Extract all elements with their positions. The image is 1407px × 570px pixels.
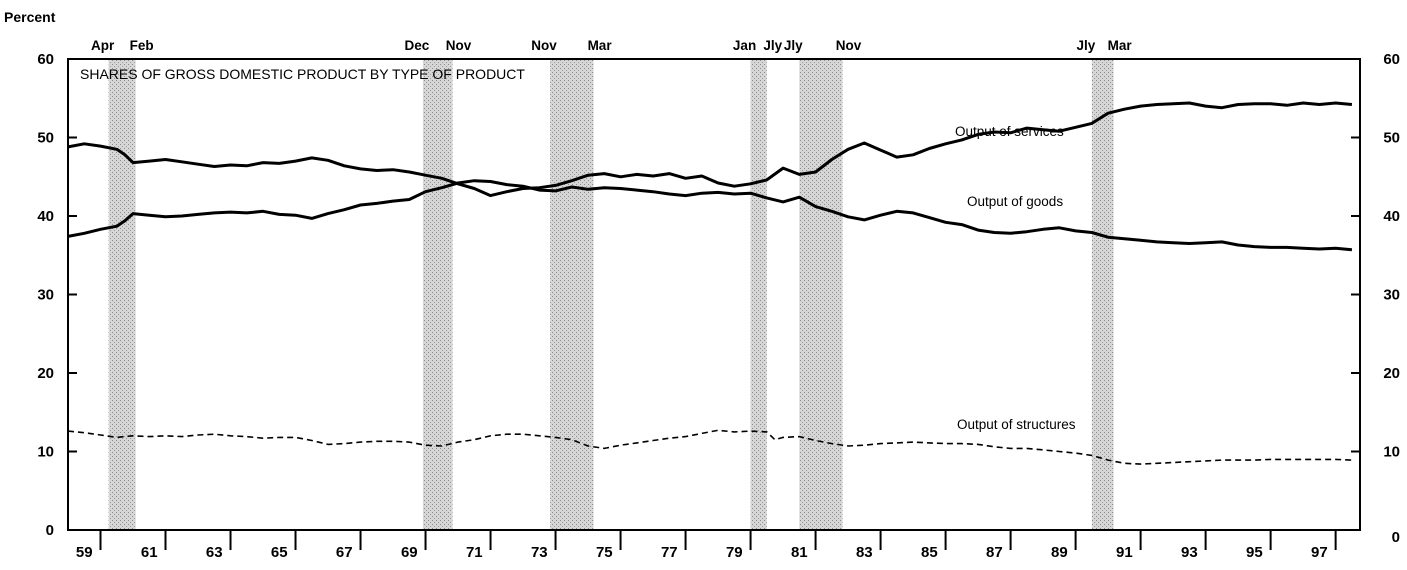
y-tick-label-left: 50	[37, 130, 54, 147]
recession-band	[550, 59, 594, 530]
x-tick-label: 97	[1311, 544, 1328, 561]
y-tick-label-left: 10	[37, 444, 54, 461]
x-tick-label: 85	[921, 544, 938, 561]
chart-title: SHARES OF GROSS DOMESTIC PRODUCT BY TYPE…	[80, 66, 525, 82]
recession-band	[422, 59, 453, 530]
right-y-axis: 0 10 20 30 40 50 60	[1351, 51, 1400, 546]
recession-end-label: Feb	[130, 38, 154, 53]
recession-start-label: Dec	[405, 38, 430, 53]
recession-labels: Apr Feb Dec Nov Nov Mar Jan Jly Jly Nov Jly Mar	[91, 38, 1132, 53]
goods-line	[67, 179, 1353, 252]
x-tick-label: 69	[401, 544, 418, 561]
y-axis-title: Percent	[4, 9, 56, 25]
x-tick-label: 89	[1051, 544, 1068, 561]
y-tick-label-left: 60	[37, 51, 54, 68]
recession-end-label: Mar	[588, 38, 613, 53]
x-tick-label: 83	[856, 544, 873, 561]
y-tick-label-right: 40	[1383, 208, 1400, 225]
x-tick-label: 93	[1181, 544, 1198, 561]
series-label-goods: Output of goods	[967, 194, 1063, 209]
structures-line	[67, 429, 1352, 465]
y-tick-label-left: 20	[37, 365, 54, 382]
y-tick-label-right: 20	[1383, 365, 1400, 382]
services-line	[67, 101, 1353, 198]
recession-start-label: Jan	[733, 38, 756, 53]
left-y-axis: 0 10 20 30 40 50 60	[37, 51, 77, 539]
recession-end-label: Mar	[1108, 38, 1133, 53]
recession-band	[1091, 59, 1114, 530]
recession-band	[108, 59, 136, 530]
x-tick-label: 77	[661, 544, 678, 561]
recession-start-label: Nov	[531, 38, 557, 53]
y-tick-label-right: 0	[1392, 529, 1400, 546]
x-tick-label: 71	[466, 544, 483, 561]
x-tick-label: 63	[206, 544, 223, 561]
y-tick-label-left: 40	[37, 208, 54, 225]
y-tick-label-right: 60	[1383, 51, 1400, 68]
x-tick-label: 75	[596, 544, 613, 561]
plot-frame	[67, 58, 1361, 531]
recession-start-label: Apr	[91, 38, 115, 53]
x-tick-label: 73	[531, 544, 548, 561]
x-axis: 59 61 63 65 67 69 71 73 75 77 79 81 83 85 87 89 91 93 95 97	[76, 530, 1337, 561]
series-label-services: Output of services	[955, 124, 1064, 139]
x-tick-label: 59	[76, 544, 93, 561]
x-tick-label: 95	[1246, 544, 1263, 561]
x-tick-label: 61	[141, 544, 158, 561]
x-tick-label: 87	[986, 544, 1003, 561]
recession-end-label: Jly	[763, 38, 782, 53]
x-tick-label: 91	[1116, 544, 1133, 561]
recession-start-label: Jly	[1076, 38, 1095, 53]
y-tick-label-right: 10	[1383, 444, 1400, 461]
x-tick-label: 81	[791, 544, 808, 561]
series-label-structures: Output of structures	[957, 417, 1076, 432]
y-tick-label-right: 30	[1383, 287, 1400, 304]
recession-start-label: Jly	[784, 38, 803, 53]
recession-band	[799, 59, 843, 530]
series-lines	[67, 101, 1353, 465]
x-tick-label: 65	[271, 544, 288, 561]
recession-band	[750, 59, 767, 530]
x-tick-label: 67	[336, 544, 353, 561]
recession-shading	[108, 59, 1114, 530]
x-tick-label: 79	[726, 544, 743, 561]
y-tick-label-left: 30	[37, 287, 54, 304]
y-tick-label-left: 0	[46, 522, 54, 539]
recession-end-label: Nov	[446, 38, 472, 53]
recession-end-label: Nov	[836, 38, 862, 53]
y-tick-label-right: 50	[1383, 130, 1400, 147]
